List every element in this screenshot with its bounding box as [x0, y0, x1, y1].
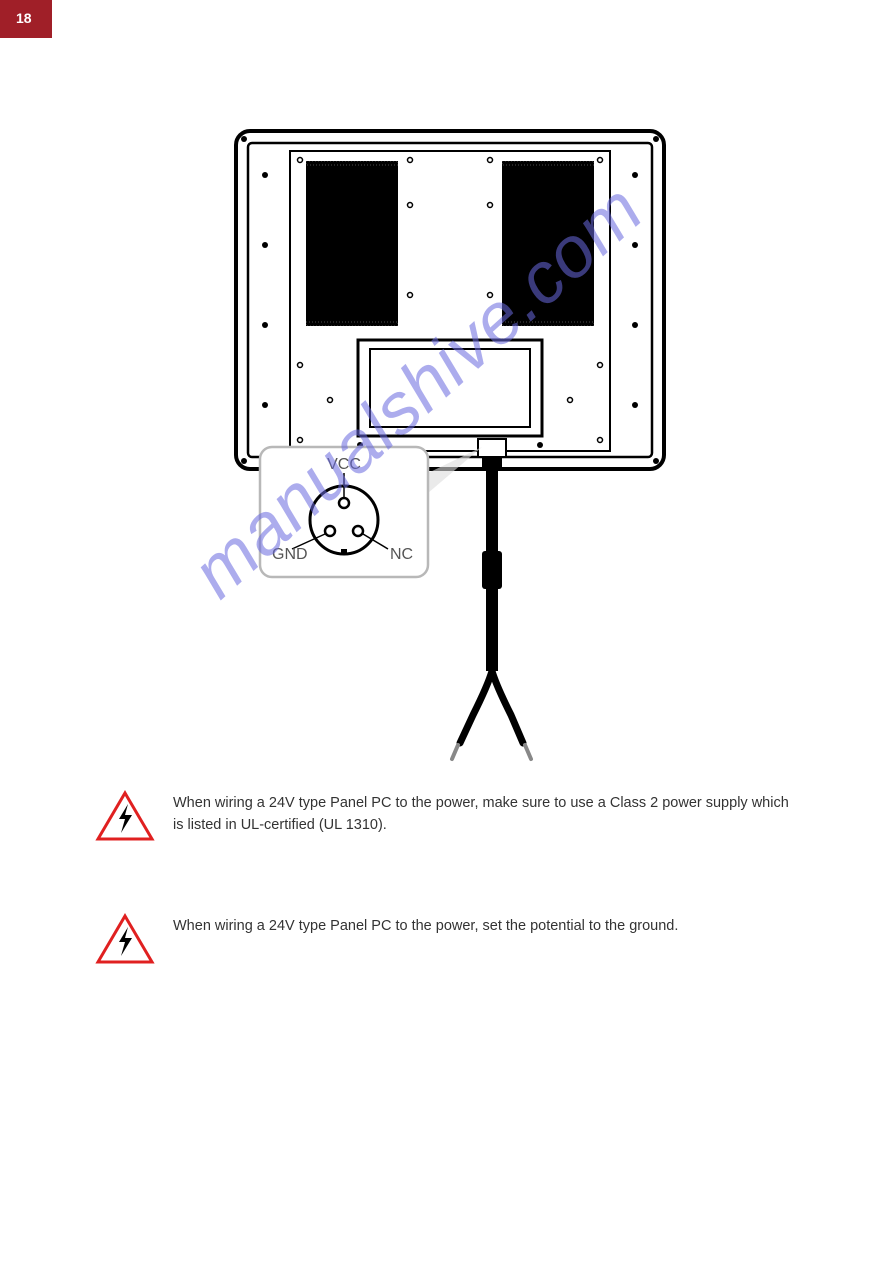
lightning-warning-icon	[95, 790, 155, 842]
diagram-svg: VCC GND NC	[230, 125, 670, 765]
page-number: 18	[16, 10, 32, 26]
page-root: 18	[0, 0, 894, 1264]
label-nc: NC	[390, 546, 413, 563]
lightning-warning-icon	[95, 913, 155, 965]
warning-block-2: When wiring a 24V type Panel PC to the p…	[95, 913, 678, 965]
label-gnd: GND	[272, 546, 308, 563]
wiring-diagram: VCC GND NC	[230, 125, 670, 765]
warning-text-1: When wiring a 24V type Panel PC to the p…	[173, 790, 803, 837]
warning-text-2: When wiring a 24V type Panel PC to the p…	[173, 913, 678, 937]
warning-block-1: When wiring a 24V type Panel PC to the p…	[95, 790, 803, 842]
label-vcc: VCC	[327, 456, 361, 473]
